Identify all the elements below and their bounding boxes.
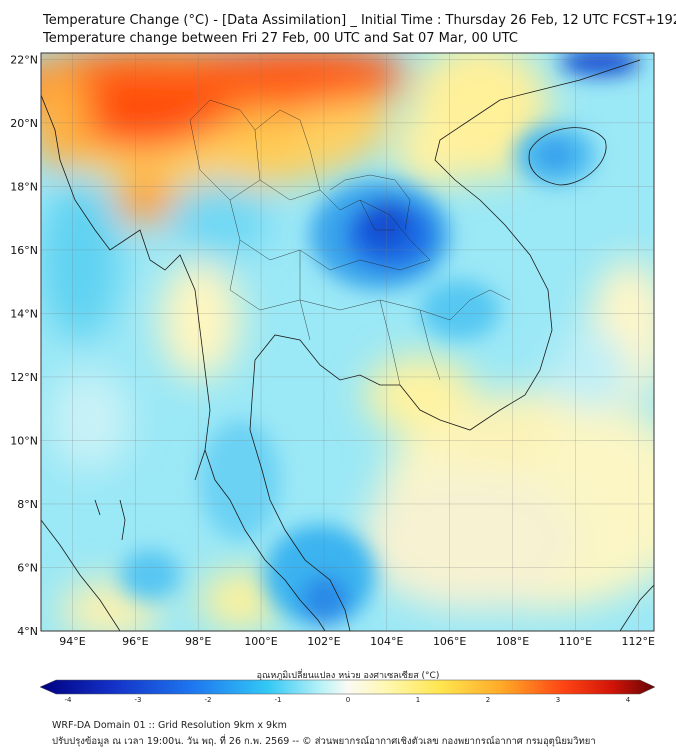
plot-frame <box>40 52 655 632</box>
lon-label: 102°E <box>307 635 340 648</box>
latitude-labels: 22°N 20°N 18°N 16°N 14°N 12°N 10°N 8°N 6°N 4°N <box>10 53 38 638</box>
lat-label: 10°N <box>10 434 38 447</box>
lon-label: 100°E <box>244 635 277 648</box>
colorbar-tick-label: -4 <box>65 696 73 704</box>
lat-label: 16°N <box>10 244 38 257</box>
colorbar-tick-label: 1 <box>416 696 420 704</box>
model-info: WRF-DA Domain 01 :: Grid Resolution 9km … <box>52 720 287 731</box>
lon-label: 112°E <box>622 635 655 648</box>
colorbar-ticks: -4 -3 -2 -1 0 1 2 3 4 <box>65 696 631 704</box>
coastline-and-borders <box>41 59 654 631</box>
lat-label: 6°N <box>17 561 38 574</box>
longitude-labels: 94°E 96°E 98°E 100°E 102°E 104°E 106°E 108°E 110… <box>59 635 655 648</box>
colorbar-label: อุณหภูมิเปลี่ยนแปลง หน่วย องศาเซลเซียส (… <box>257 668 440 681</box>
lon-label: 96°E <box>122 635 148 648</box>
lat-label: 4°N <box>17 625 38 638</box>
temperature-change-map: 22°N 20°N 18°N 16°N 14°N 12°N 10°N 8°N 6°N 4°N 94… <box>10 52 656 704</box>
colorbar-tick-label: 3 <box>556 696 560 704</box>
colorbar-tick-label: 0 <box>346 696 350 704</box>
map-subtitle: Temperature change between Fri 27 Feb, 0… <box>43 31 518 46</box>
colorbar-tick-label: -1 <box>275 696 282 704</box>
colorbar-tick-label: 2 <box>486 696 490 704</box>
lat-label: 18°N <box>10 180 38 193</box>
lon-label: 94°E <box>59 635 85 648</box>
lon-label: 110°E <box>559 635 592 648</box>
credit-line: ปรับปรุงข้อมูล ณ เวลา 19:00น. วัน พฤ. ที… <box>52 736 596 747</box>
lat-label: 14°N <box>10 307 38 320</box>
map-title: Temperature Change (°C) - [Data Assimila… <box>43 13 676 28</box>
colorbar-tick-label: -3 <box>135 696 142 704</box>
lat-label: 20°N <box>10 117 38 130</box>
colorbar-tick-label: -2 <box>205 696 212 704</box>
lat-label: 12°N <box>10 371 38 384</box>
lat-label: 8°N <box>17 498 38 511</box>
temperature-field <box>41 53 654 631</box>
colorbar-tick-label: 4 <box>626 696 631 704</box>
lon-label: 108°E <box>496 635 529 648</box>
lat-label: 22°N <box>10 53 38 66</box>
lon-label: 104°E <box>370 635 403 648</box>
colorbar <box>39 679 656 695</box>
province-boundaries <box>189 99 511 386</box>
graticule <box>41 53 654 631</box>
lon-label: 98°E <box>185 635 211 648</box>
lon-label: 106°E <box>433 635 466 648</box>
